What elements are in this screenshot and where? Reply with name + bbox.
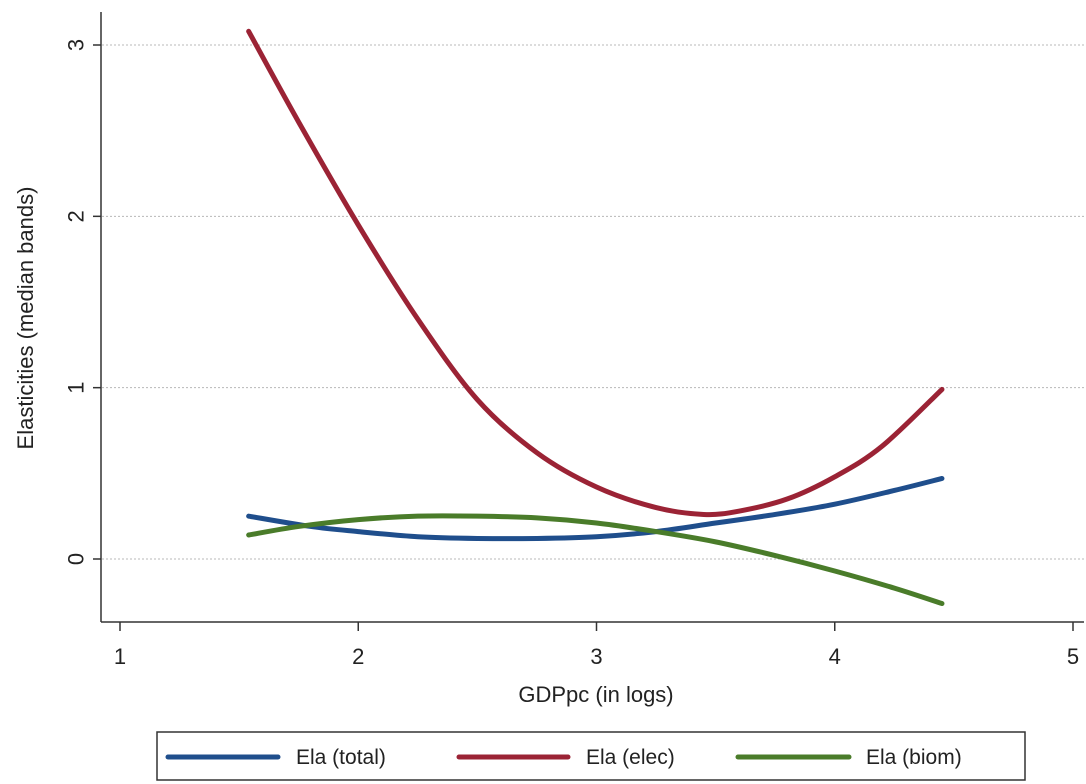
legend-box [156, 731, 1026, 781]
x-tick-label: 3 [590, 644, 602, 669]
y-tick-label: 3 [64, 39, 89, 51]
series-line-biom [246, 513, 945, 607]
legend: Ela (total) Ela (elec) Ela (biom) [156, 731, 1026, 781]
series-line-elec [246, 28, 945, 518]
legend-label-elec: Ela (elec) [586, 746, 675, 769]
x-tick-label: 4 [829, 644, 841, 669]
x-tick-label: 2 [352, 644, 364, 669]
x-axis-title: GDPpc (in logs) [518, 682, 673, 707]
x-tick-label: 1 [114, 644, 126, 669]
y-tick-label: 1 [64, 382, 89, 394]
series-layer [246, 28, 945, 607]
legend-label-biom: Ela (biom) [866, 746, 962, 769]
y-axis-title: Elasticities (median bands) [13, 187, 38, 450]
legend-label-total: Ela (total) [296, 746, 386, 769]
series-line-total [246, 475, 945, 542]
tick-layer: 0 1 2 3 1 2 3 4 5 [64, 39, 1079, 669]
y-tick-label: 2 [64, 210, 89, 222]
y-tick-label: 0 [64, 553, 89, 565]
x-tick-label: 5 [1067, 644, 1079, 669]
axes-layer [100, 12, 1084, 623]
